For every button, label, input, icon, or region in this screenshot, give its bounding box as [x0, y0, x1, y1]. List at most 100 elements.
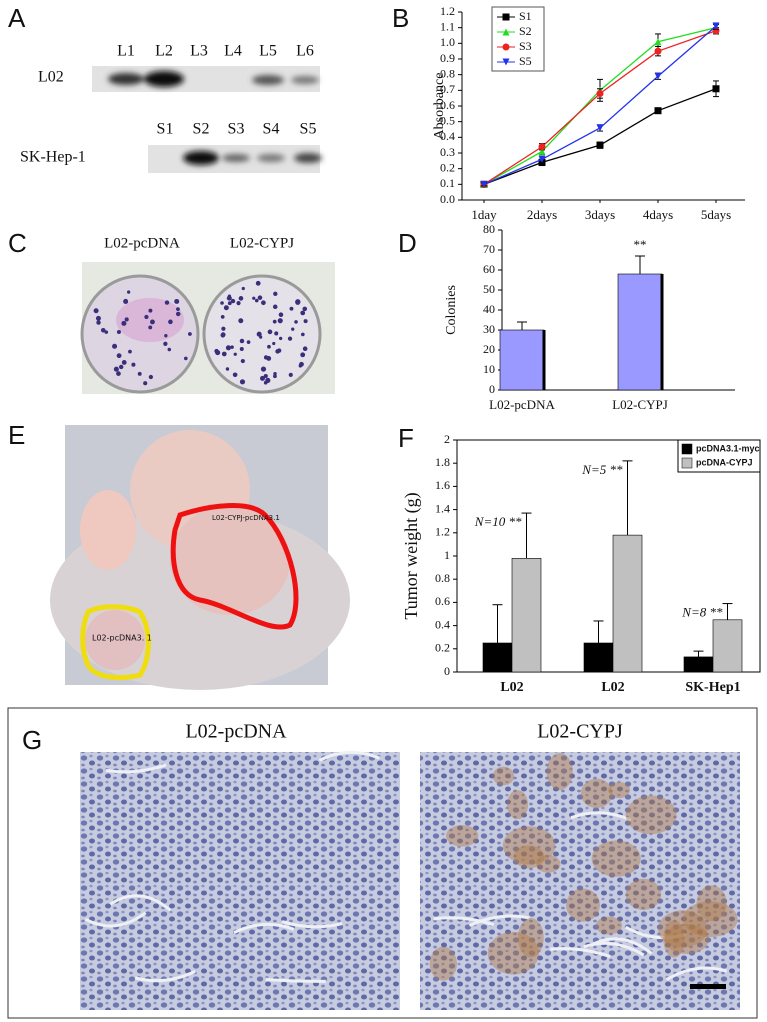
legend [491, 6, 545, 72]
x-tick-label: 4days [643, 207, 673, 222]
colony [295, 299, 301, 305]
stroma-streak [281, 920, 343, 929]
stroma-streak [318, 750, 381, 762]
colony [272, 341, 276, 346]
lane-label: L2 [155, 43, 173, 60]
colony [174, 298, 180, 304]
colony [144, 314, 149, 320]
y-tick-label: 0.3 [440, 145, 455, 159]
blot-bands [183, 151, 322, 165]
colony [148, 308, 153, 313]
y-tick-label: 70 [483, 242, 495, 256]
panel-label: B [392, 3, 409, 33]
stroma-streak [433, 916, 495, 927]
marker [712, 85, 720, 93]
colony [299, 361, 304, 367]
stain [580, 778, 613, 809]
legend-label: pcDNA-CYPJ [696, 457, 753, 467]
shape [257, 154, 285, 162]
y-tick-label: 20 [483, 342, 495, 356]
x-tick-label: L02-pcDNA [489, 397, 555, 412]
tumor [85, 610, 145, 670]
colony [300, 352, 306, 358]
x-tick-label: 1day [471, 207, 497, 222]
panel-label: G [22, 725, 42, 755]
x-tick-label: 3days [585, 207, 615, 222]
tumor-outline [80, 604, 151, 680]
colony [188, 332, 192, 336]
stain [591, 840, 641, 877]
colony [277, 318, 283, 324]
stroma-streak [550, 947, 611, 959]
annotation: N=5 ** [581, 462, 623, 477]
bar [482, 642, 513, 673]
colony [221, 351, 227, 357]
colony [246, 340, 251, 344]
colony [225, 345, 231, 351]
legend-marker [502, 13, 510, 21]
colony [263, 374, 268, 379]
x-tick-label: L02 [601, 680, 624, 695]
marker [654, 72, 662, 80]
colony [254, 298, 259, 303]
shape [222, 154, 250, 162]
annotation: L02-pcDNA3. 1 [92, 634, 152, 643]
marker [596, 89, 604, 97]
y-axis-label: Absorbance [432, 73, 447, 140]
panel-frame [7, 707, 758, 1019]
stain [502, 826, 556, 865]
colony [121, 320, 127, 326]
colony [294, 320, 298, 324]
plate [202, 274, 322, 394]
colony [233, 352, 237, 356]
colony [252, 296, 256, 300]
colony [260, 375, 265, 381]
colony [116, 330, 121, 335]
group-label: L02-CYPJ [230, 235, 294, 251]
stroma-streak [570, 811, 632, 822]
colony [183, 356, 188, 361]
colony [226, 295, 232, 301]
colony [238, 318, 244, 324]
y-axis-label: Colonies [444, 285, 459, 335]
group-label: L02-pcDNA [104, 235, 180, 251]
shape [294, 153, 322, 163]
colony [163, 341, 168, 346]
colony [137, 371, 142, 376]
colonies [93, 280, 308, 386]
stroma-streak [624, 925, 686, 940]
colony [118, 364, 124, 370]
colony [291, 327, 295, 331]
stain [507, 790, 529, 820]
stroma-streak [590, 937, 653, 955]
colony [289, 306, 294, 311]
marker [654, 107, 662, 115]
shape [252, 75, 284, 85]
colony [239, 338, 245, 344]
colony [238, 296, 244, 301]
legend-label: S1 [519, 9, 532, 23]
colony [266, 356, 272, 361]
blot-name: SK-Hep-1 [20, 149, 86, 166]
stain [492, 766, 515, 786]
stain [625, 878, 662, 910]
annotation: L02-CYPJ-pcDNA3.1 [212, 514, 280, 522]
marker [538, 143, 546, 151]
lane-label: S4 [263, 121, 280, 138]
shape [291, 76, 319, 84]
stain [608, 782, 631, 799]
colony [95, 315, 101, 321]
colony [150, 319, 155, 325]
panel-label: A [8, 3, 26, 33]
colony [143, 381, 148, 386]
stain [445, 825, 479, 847]
lane-label: L1 [117, 43, 135, 60]
annotation: N=8 ** [681, 605, 723, 620]
stain [546, 753, 573, 791]
lane-label: S3 [228, 121, 245, 138]
colony [176, 307, 180, 312]
blot-name: L02 [38, 69, 64, 86]
colony [274, 331, 279, 336]
colony [255, 280, 261, 286]
